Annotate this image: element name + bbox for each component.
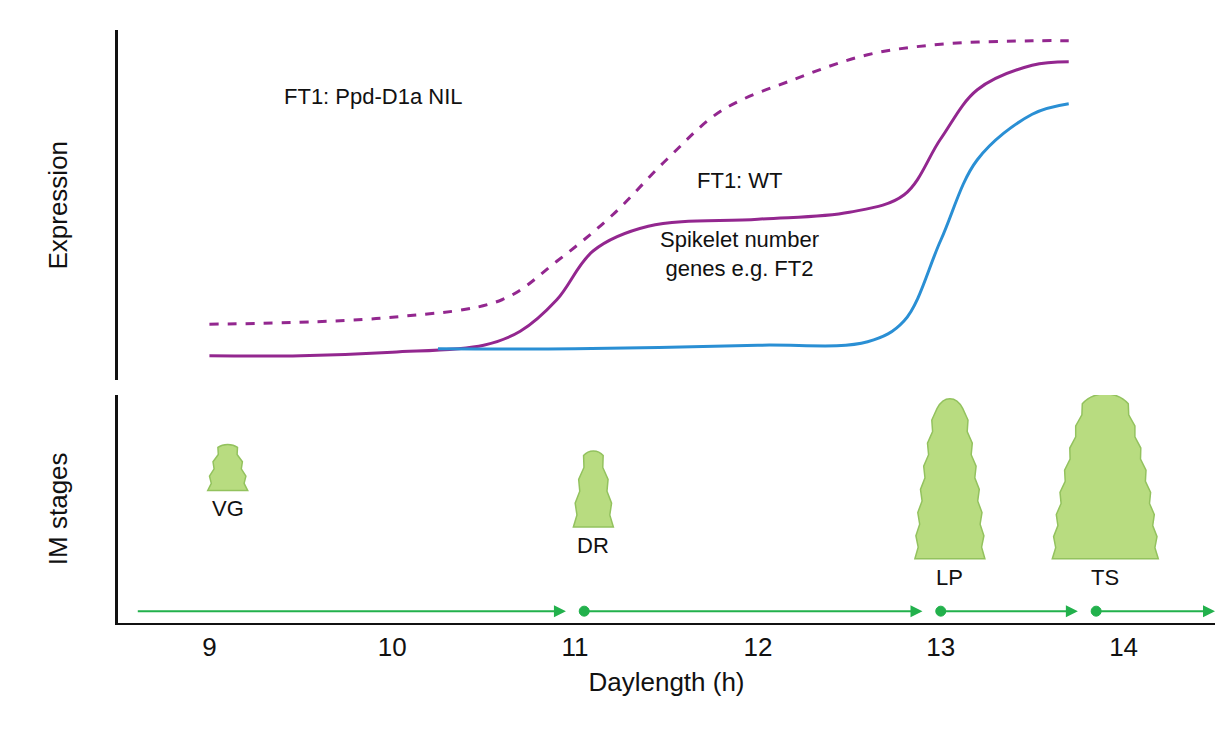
svg-text:VG: VG [212,496,244,521]
svg-text:Expression: Expression [43,141,73,270]
svg-text:12: 12 [743,632,772,662]
svg-text:11: 11 [562,632,589,662]
svg-text:IM stages: IM stages [43,452,73,565]
svg-text:LP: LP [936,565,963,590]
svg-text:10: 10 [378,632,407,662]
svg-text:Daylength (h): Daylength (h) [588,667,744,697]
svg-text:Spikelet numbergenes e.g. FT2: Spikelet numbergenes e.g. FT2 [660,227,819,281]
svg-text:13: 13 [926,632,955,662]
svg-text:FT1: Ppd-D1a NIL: FT1: Ppd-D1a NIL [284,84,463,109]
svg-text:9: 9 [202,632,216,662]
svg-text:TS: TS [1091,565,1119,590]
svg-text:FT1: WT: FT1: WT [697,168,783,193]
svg-text:DR: DR [577,533,609,558]
svg-text:14: 14 [1109,632,1138,662]
